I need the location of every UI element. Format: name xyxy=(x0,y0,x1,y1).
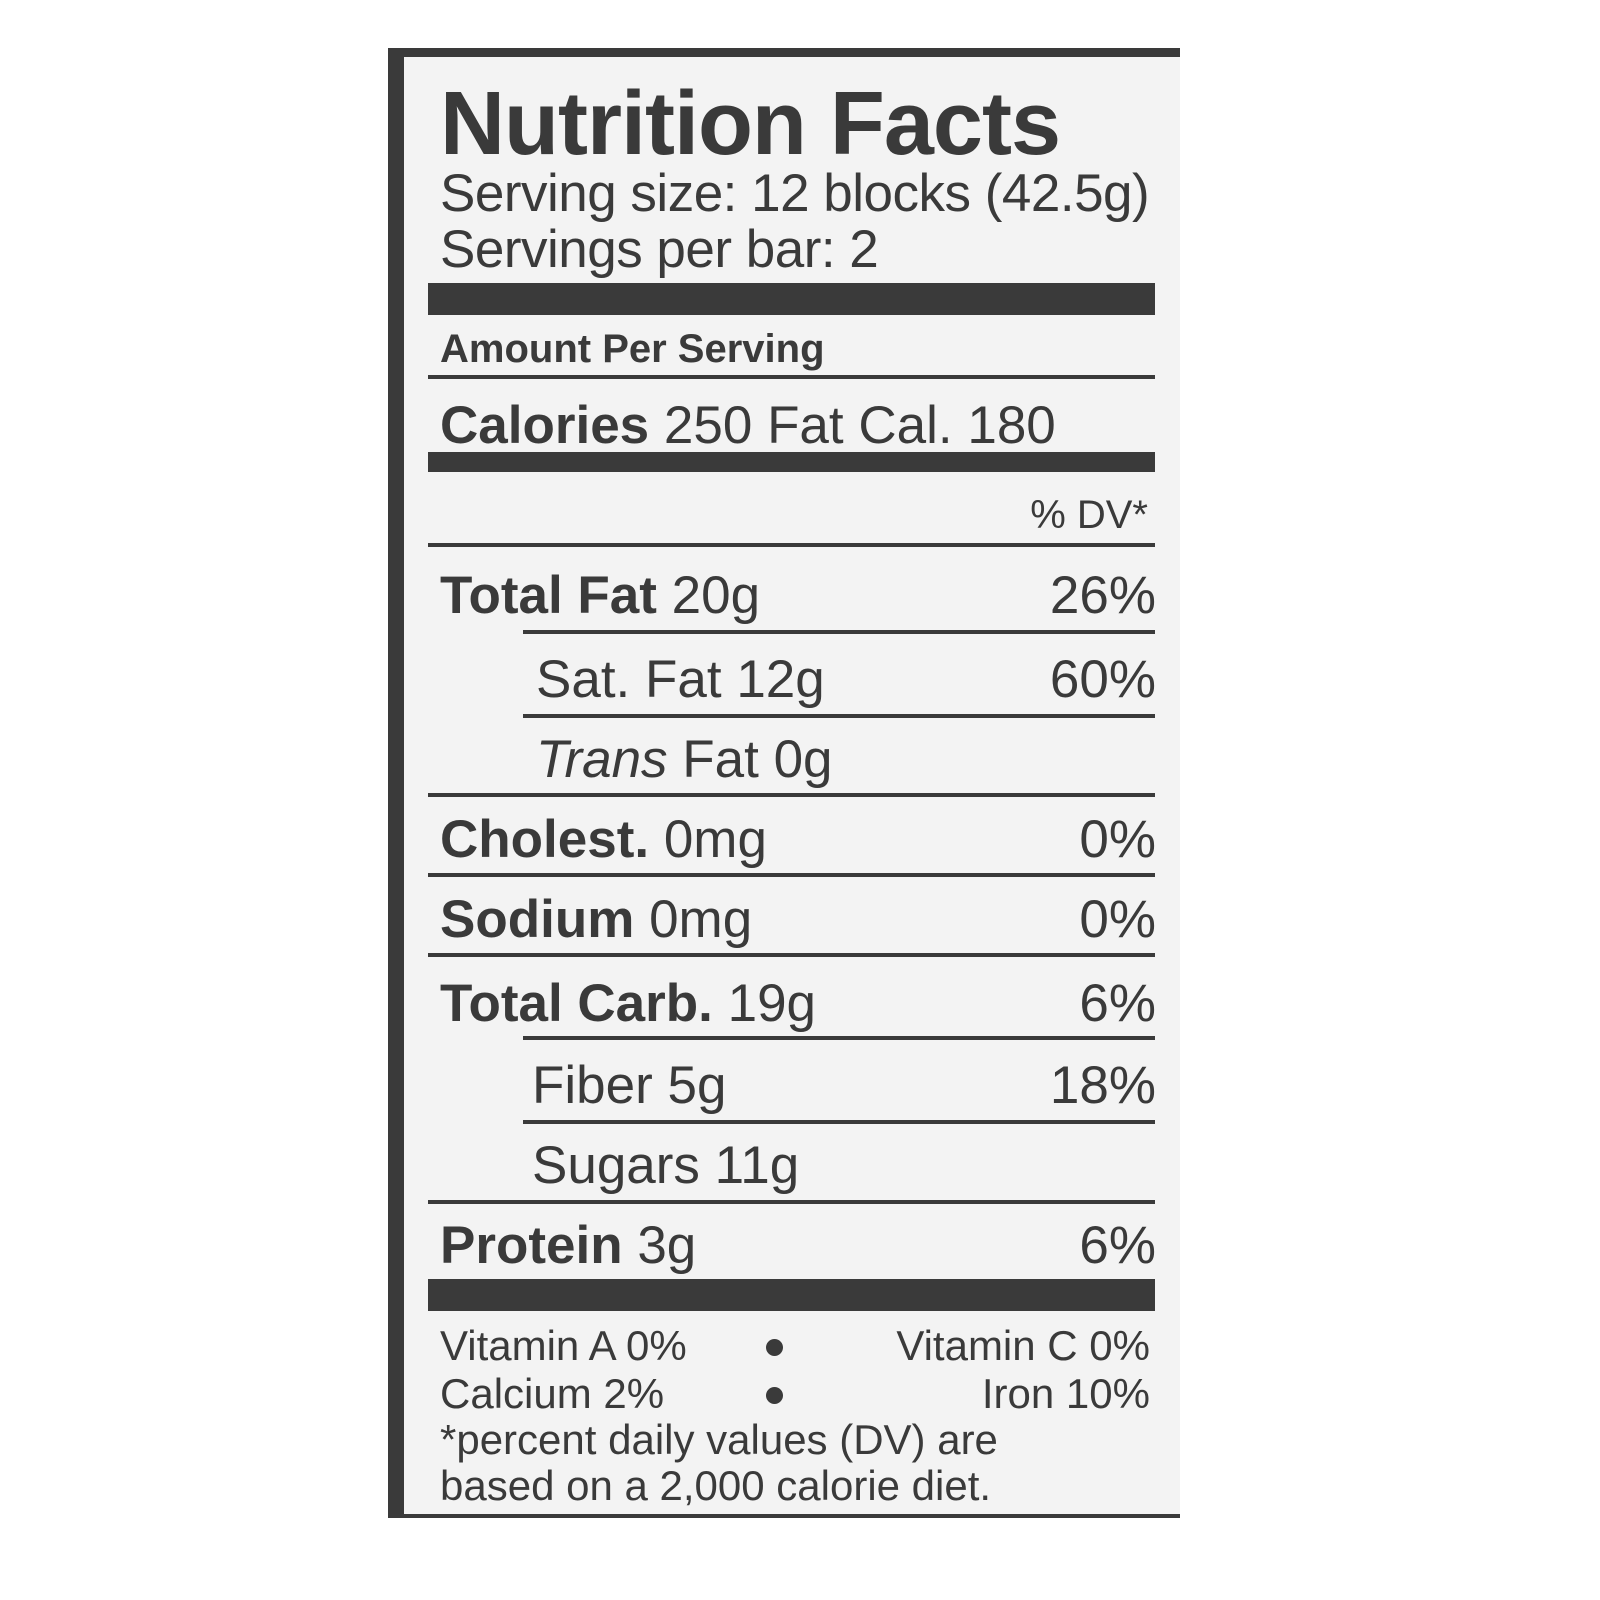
nutrient-amount: 12g xyxy=(736,650,825,709)
nutrient-amount: 0mg xyxy=(649,890,753,949)
divider xyxy=(428,375,1155,379)
thick-divider xyxy=(428,1279,1155,1311)
fat-calories: Fat Cal. 180 xyxy=(767,396,1056,455)
nutrient-amount: 3g xyxy=(637,1216,697,1275)
vitamin-c: Vitamin C 0% xyxy=(896,1322,1150,1369)
divider xyxy=(428,793,1155,797)
footnote-line-2: based on a 2,000 calorie diet. xyxy=(440,1462,992,1509)
calories-value: 250 xyxy=(663,396,753,455)
vitamin-a: Vitamin A 0% xyxy=(440,1322,687,1369)
divider xyxy=(428,543,1155,547)
nutrient-row-trans-fat: Trans Fat 0g xyxy=(440,729,1156,789)
nutrient-label: Protein xyxy=(440,1216,623,1275)
dv-header: % DV* xyxy=(1030,493,1148,537)
divider xyxy=(523,630,1155,634)
nutrient-row-sodium: Sodium 0mg 0% xyxy=(440,889,1156,949)
divider xyxy=(428,953,1155,957)
amount-per-serving: Amount Per Serving xyxy=(440,327,825,371)
nutrient-amount: 5g xyxy=(667,1056,727,1115)
nutrition-facts-label: Nutrition Facts Serving size: 12 blocks … xyxy=(388,48,1180,1518)
nutrient-dv: 6% xyxy=(1079,974,1156,1033)
calcium: Calcium 2% xyxy=(440,1370,665,1417)
nutrient-amount: 19g xyxy=(727,974,817,1033)
nutrient-row-protein: Protein 3g 6% xyxy=(440,1215,1156,1275)
nutrient-label: Trans xyxy=(536,730,668,789)
nutrient-label: Sugars xyxy=(532,1136,700,1195)
calories-row: Calories 250 Fat Cal. 180 xyxy=(440,395,1156,455)
nutrient-label: Fiber xyxy=(532,1056,653,1115)
nutrient-row-cholesterol: Cholest. 0mg 0% xyxy=(440,809,1156,869)
nutrient-dv: 6% xyxy=(1079,1216,1156,1275)
nutrient-row-total-carb: Total Carb. 19g 6% xyxy=(440,973,1156,1033)
nutrient-label: Cholest. xyxy=(440,810,650,869)
nutrient-label: Sodium xyxy=(440,890,635,949)
calories-label: Calories xyxy=(440,396,650,455)
bullet-icon xyxy=(766,1339,783,1356)
nutrient-amount: 0mg xyxy=(663,810,767,869)
divider xyxy=(428,1200,1155,1204)
divider xyxy=(523,1120,1155,1124)
nutrient-label: Total Carb. xyxy=(440,974,713,1033)
nutrient-dv: 18% xyxy=(1049,1056,1156,1115)
nutrient-amount: Fat 0g xyxy=(682,730,833,789)
nutrient-label: Sat. Fat xyxy=(536,650,722,709)
nutrient-row-total-fat: Total Fat 20g 26% xyxy=(440,565,1156,625)
divider xyxy=(523,1036,1155,1040)
servings-per-bar: Servings per bar: 2 xyxy=(440,220,879,279)
label-title: Nutrition Facts xyxy=(440,74,1061,174)
divider xyxy=(428,873,1155,877)
nutrient-dv: 26% xyxy=(1049,566,1156,625)
nutrient-amount: 20g xyxy=(671,566,761,625)
iron: Iron 10% xyxy=(981,1370,1150,1417)
bullet-icon xyxy=(766,1387,783,1404)
nutrient-dv: 0% xyxy=(1079,810,1156,869)
nutrient-dv: 60% xyxy=(1049,650,1156,709)
nutrient-row-sat-fat: Sat. Fat 12g 60% xyxy=(440,649,1156,709)
nutrient-dv: 0% xyxy=(1079,890,1156,949)
nutrient-row-fiber: Fiber 5g 18% xyxy=(440,1055,1156,1115)
nutrient-label: Total Fat xyxy=(440,566,657,625)
thick-divider xyxy=(428,283,1155,315)
nutrient-amount: 11g xyxy=(714,1136,800,1195)
divider xyxy=(523,714,1155,718)
footnote-line-1: *percent daily values (DV) are xyxy=(440,1416,998,1463)
nutrient-row-sugars: Sugars 11g xyxy=(440,1135,1156,1195)
thick-divider xyxy=(428,452,1155,472)
serving-size: Serving size: 12 blocks (42.5g) xyxy=(440,164,1150,223)
